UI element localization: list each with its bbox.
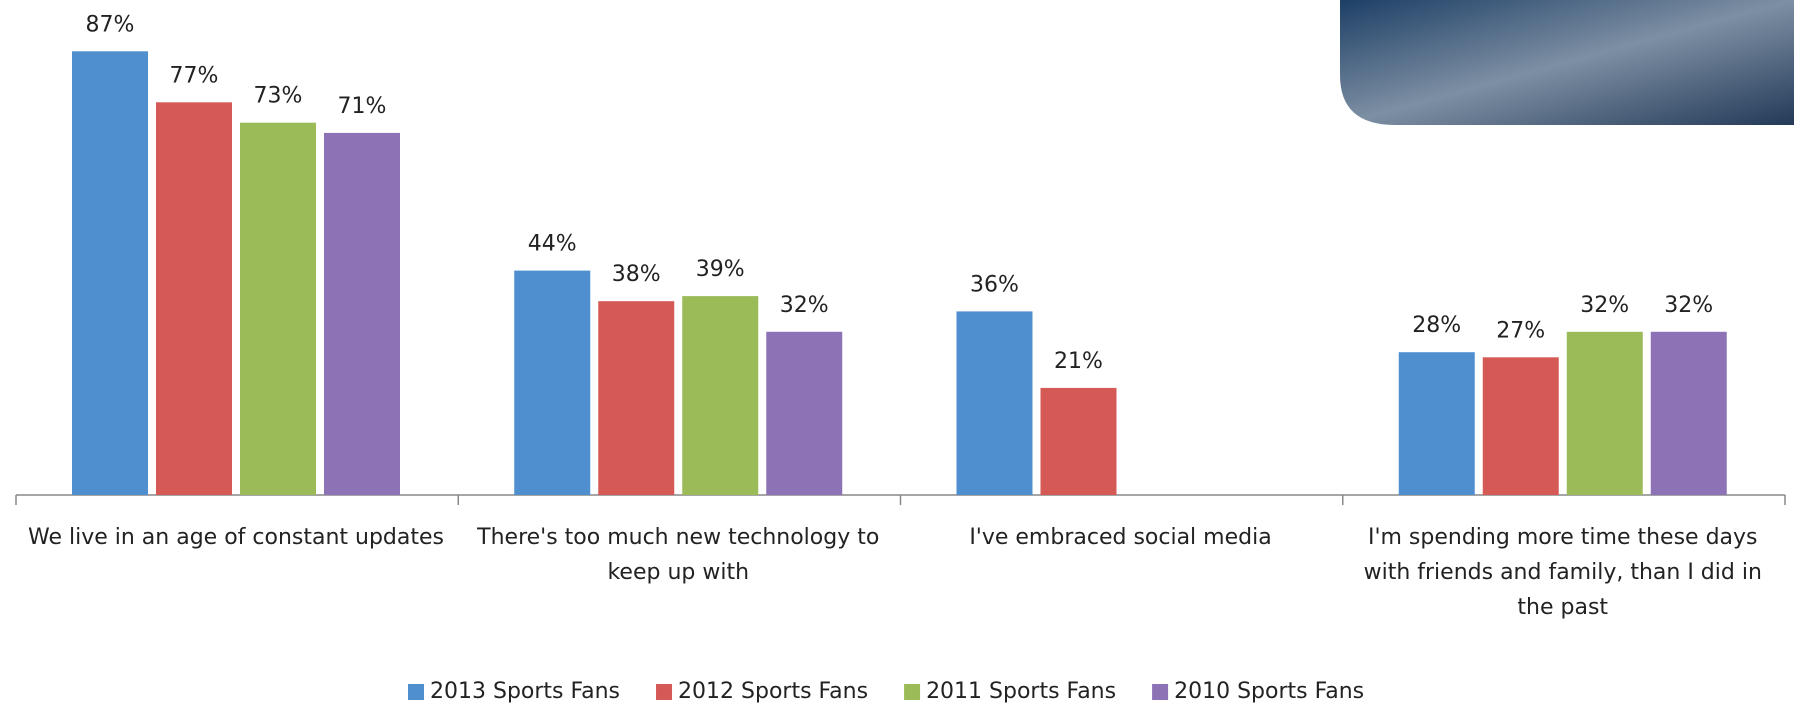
data-label: 71%	[338, 94, 387, 119]
data-label: 32%	[1664, 293, 1713, 318]
legend-swatch	[904, 684, 921, 700]
bar	[1398, 352, 1475, 495]
x-tick-label: I've embraced social media	[969, 525, 1272, 550]
data-label: 77%	[170, 63, 219, 88]
bar	[598, 301, 675, 495]
data-label: 44%	[528, 232, 577, 257]
data-label: 36%	[970, 272, 1019, 297]
bar	[1566, 331, 1643, 495]
data-label: 32%	[780, 293, 829, 318]
data-label: 38%	[612, 262, 661, 287]
bar	[766, 331, 843, 495]
x-tick-label: I'm spending more time these days with f…	[1363, 525, 1762, 620]
data-label: 87%	[86, 12, 135, 37]
bar	[956, 311, 1033, 495]
bar	[72, 51, 148, 496]
legend-swatch	[408, 684, 424, 700]
x-tick-label: We live in an age of constant updates	[27, 525, 444, 550]
legend-label: 2013 Sports Fans	[430, 679, 620, 704]
bar	[156, 102, 232, 496]
legend-label: 2012 Sports Fans	[678, 679, 868, 704]
bar	[240, 122, 316, 495]
legend-label: 2010 Sports Fans	[1174, 679, 1364, 704]
photo	[1340, 0, 1794, 125]
bar	[682, 296, 759, 495]
bar	[1650, 331, 1727, 495]
legend-swatch	[656, 684, 673, 700]
data-label: 27%	[1496, 318, 1545, 343]
bar	[514, 270, 591, 495]
data-label: 39%	[696, 257, 745, 282]
data-label: 28%	[1412, 313, 1461, 338]
data-label: 21%	[1054, 349, 1103, 374]
bar	[1482, 357, 1559, 495]
data-label: 73%	[254, 84, 303, 109]
legend-label: 2011 Sports Fans	[926, 679, 1116, 704]
bar	[1040, 387, 1117, 495]
x-tick-label: There's too much new technology to keep …	[477, 525, 880, 585]
bar	[324, 132, 400, 495]
legend-swatch	[1152, 684, 1169, 700]
data-label: 32%	[1580, 293, 1629, 318]
